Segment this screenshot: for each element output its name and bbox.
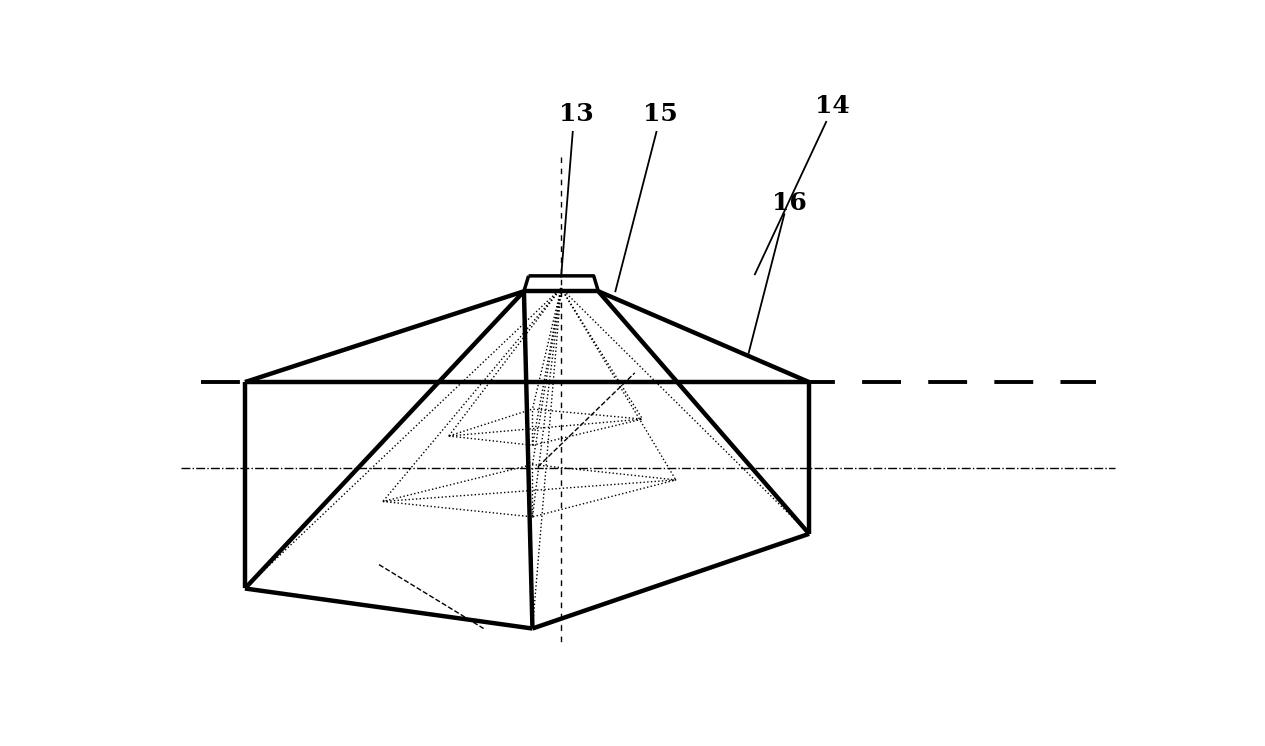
Text: 14: 14 xyxy=(815,95,850,119)
Text: 16: 16 xyxy=(773,192,807,216)
Text: 13: 13 xyxy=(559,102,595,126)
Text: 15: 15 xyxy=(643,102,678,126)
